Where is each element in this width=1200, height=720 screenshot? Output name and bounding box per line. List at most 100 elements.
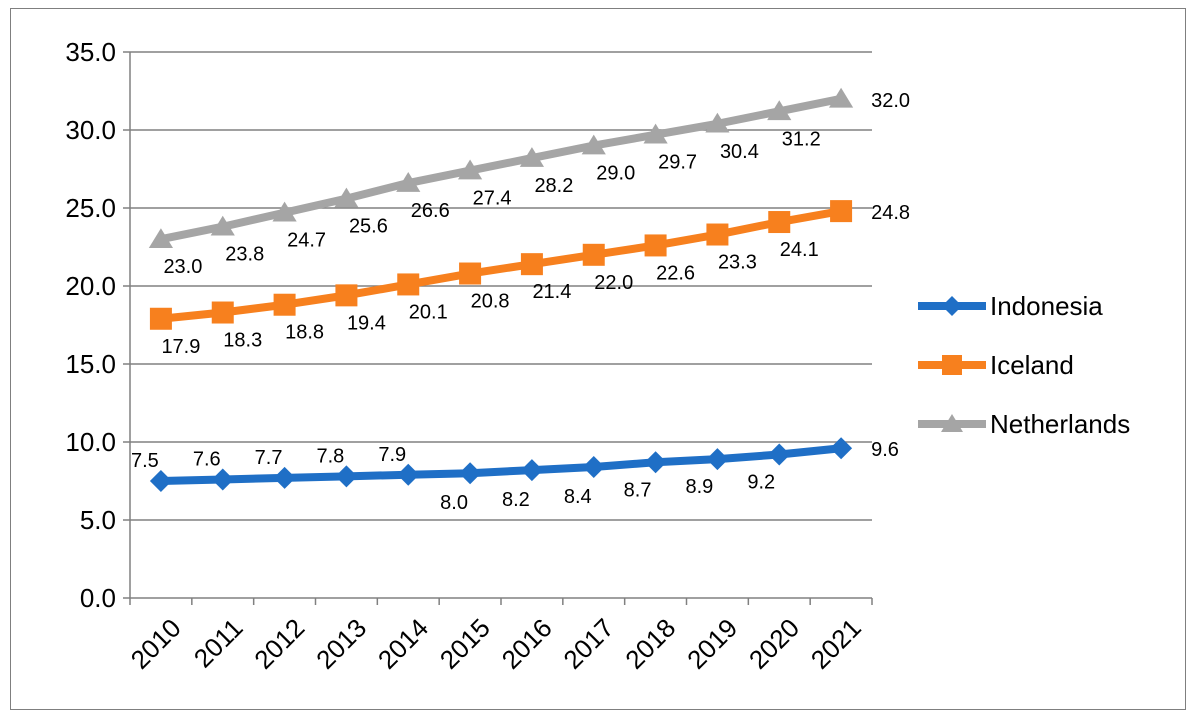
diamond-marker (149, 470, 172, 492)
triangle-marker (457, 159, 483, 180)
data-label: 8.9 (686, 476, 714, 498)
data-label: 22.0 (594, 272, 633, 294)
x-tick-label: 2013 (310, 613, 372, 675)
data-label: 17.9 (161, 336, 200, 358)
x-tick-label: 2010 (125, 613, 187, 675)
x-tick-label: 2011 (188, 613, 249, 674)
diamond-marker (582, 455, 605, 478)
diamond-marker (211, 468, 234, 491)
series-netherlands (148, 87, 854, 248)
y-tick-label: 15.0 (65, 349, 116, 379)
square-marker (768, 211, 791, 234)
diamond-marker (335, 465, 358, 488)
square-marker (211, 301, 234, 324)
data-label: 7.6 (193, 448, 221, 470)
x-tick-label: 2016 (496, 613, 558, 675)
triangle-marker (767, 100, 792, 121)
data-label: 18.8 (285, 322, 324, 344)
square-marker (335, 284, 358, 307)
series-iceland (149, 200, 853, 330)
triangle-marker (148, 228, 174, 248)
legend-label: Indonesia (990, 291, 1103, 321)
square-marker (830, 200, 853, 223)
data-label: 29.7 (658, 152, 697, 174)
data-label: 23.3 (718, 252, 757, 274)
data-label: 22.6 (656, 262, 695, 284)
x-tick-label: 2015 (434, 613, 496, 675)
triangle-marker (272, 201, 297, 222)
data-label: 20.8 (471, 291, 510, 313)
legend-item-netherlands: Netherlands (918, 409, 1130, 439)
data-label: 7.8 (317, 445, 345, 467)
data-label: 31.2 (782, 128, 821, 150)
diamond-marker (644, 451, 667, 474)
triangle-marker (643, 123, 668, 144)
triangle-marker (210, 215, 235, 236)
data-label: 28.2 (534, 175, 573, 197)
data-label: 29.0 (596, 163, 635, 185)
data-label-layer: 7.5 7.6 7.7 7.8 7.9 8.0 8.2 8.4 8.7 8.9 9.2 9.6 17.9… (131, 90, 910, 514)
square-marker (582, 243, 605, 266)
data-label: 7.5 (131, 450, 159, 472)
data-label: 18.3 (223, 330, 262, 352)
diamond-marker (706, 448, 729, 471)
data-label: 24.7 (287, 230, 326, 252)
triangle-marker (581, 134, 606, 155)
x-tick-label: 2012 (248, 613, 310, 675)
x-tick-label: 2021 (805, 613, 867, 675)
x-tick-label: 2014 (372, 613, 434, 675)
data-label: 7.7 (255, 447, 283, 469)
triangle-marker (828, 87, 854, 108)
x-tick-label: 2019 (681, 613, 743, 675)
data-label: 7.9 (378, 444, 406, 466)
data-label: 25.6 (349, 216, 388, 238)
legend-label: Iceland (990, 350, 1074, 380)
legend-item-iceland: Iceland (918, 350, 1074, 380)
data-label: 24.8 (871, 202, 910, 224)
series-line (156, 94, 846, 244)
y-tick-label: 10.0 (65, 427, 116, 457)
data-label: 9.6 (871, 439, 899, 461)
series-indonesia (149, 437, 853, 492)
x-tick-label: 2018 (619, 613, 681, 675)
y-tick-label: 5.0 (80, 505, 116, 535)
square-marker (459, 262, 482, 285)
square-marker (520, 253, 543, 276)
y-tick-label: 30.0 (65, 115, 116, 145)
data-label: 20.1 (409, 301, 448, 323)
square-marker (273, 293, 296, 316)
data-label: 8.7 (624, 479, 652, 501)
series-layer (148, 87, 854, 492)
data-label: 30.4 (720, 141, 759, 163)
grid-layer (130, 51, 872, 521)
square-marker (942, 355, 962, 375)
diamond-marker (768, 443, 791, 466)
data-label: 32.0 (871, 90, 910, 112)
data-label: 8.0 (440, 492, 468, 514)
data-label: 19.4 (347, 312, 386, 334)
square-marker (706, 223, 729, 246)
y-tick-label: 25.0 (65, 193, 116, 223)
triangle-marker (396, 172, 421, 192)
square-marker (149, 307, 172, 330)
diamond-marker (830, 437, 853, 460)
triangle-marker (519, 147, 545, 167)
y-tick-label: 0.0 (80, 583, 116, 613)
legend-label: Netherlands (990, 409, 1130, 439)
data-label: 8.2 (502, 489, 530, 511)
data-label: 23.8 (225, 244, 264, 266)
triangle-marker (705, 112, 730, 133)
data-label: 9.2 (747, 471, 775, 493)
chart-frame (10, 8, 1186, 710)
x-tick-label: 2017 (557, 613, 619, 675)
data-label: 24.1 (780, 239, 819, 261)
triangle-marker (941, 414, 963, 432)
legend-item-indonesia: Indonesia (918, 291, 1103, 321)
diamond-marker (942, 296, 962, 316)
square-marker (397, 273, 420, 296)
diamond-marker (520, 459, 543, 482)
data-label: 23.0 (163, 256, 202, 278)
data-label: 21.4 (532, 281, 571, 303)
triangle-marker (334, 187, 359, 208)
x-tick-label: 2020 (743, 613, 805, 675)
